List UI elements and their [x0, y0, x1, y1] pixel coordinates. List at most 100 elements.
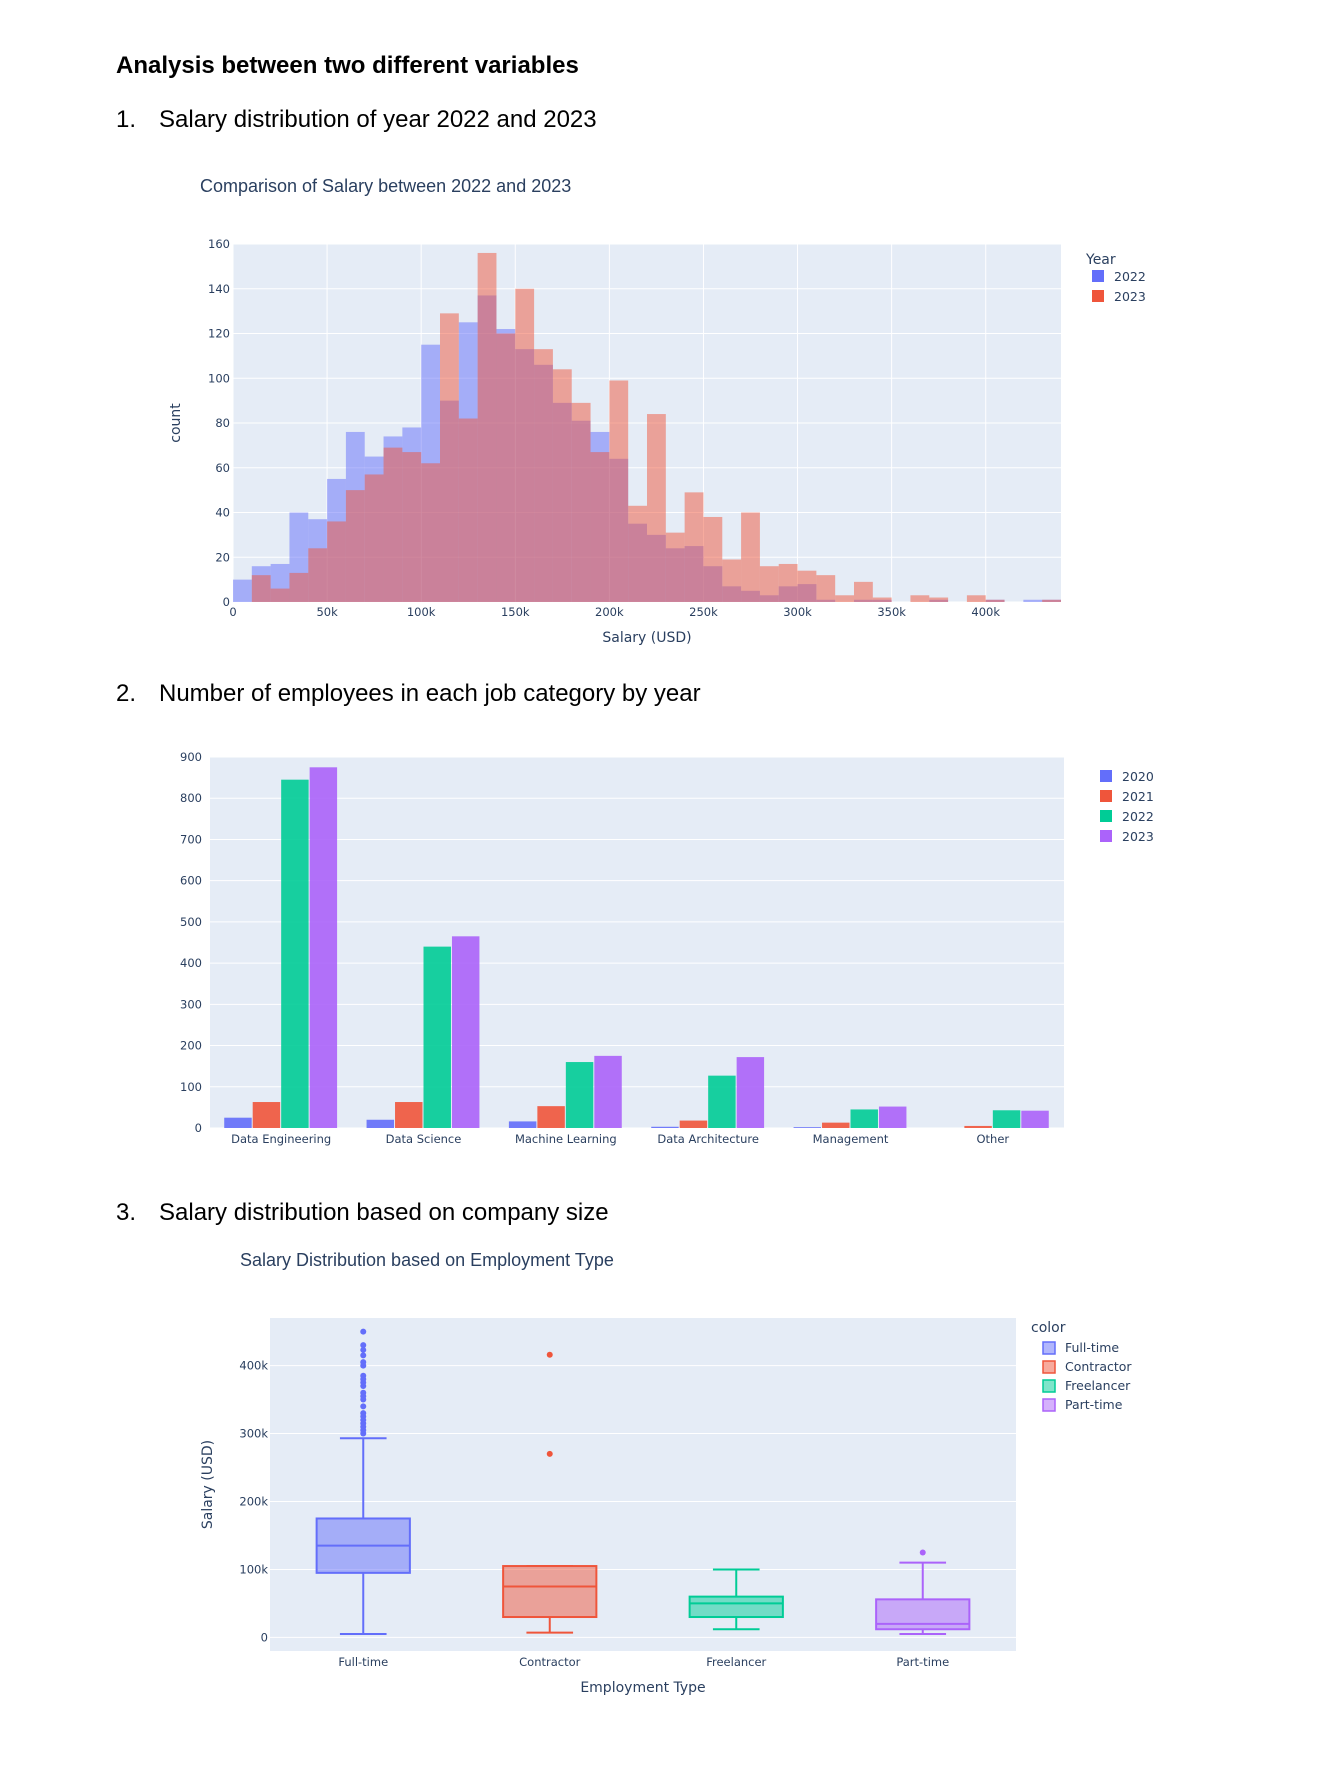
bar-chart-y-tick-label: 900	[180, 750, 202, 764]
bar-chart-gridlines	[210, 756, 1064, 1129]
box-plot-legend-label-Freelancer[interactable]: Freelancer	[1065, 1378, 1131, 1393]
histogram-legend-swatch-2022[interactable]	[1092, 270, 1104, 282]
histogram-bar-2023	[929, 597, 949, 602]
histogram-y-tick-label: 140	[208, 282, 230, 296]
box-outlier-point	[360, 1389, 367, 1396]
box-plot-legend-label-Full-time[interactable]: Full-time	[1065, 1340, 1119, 1355]
section-2-number: 2.	[116, 680, 137, 707]
histogram-x-ticks: 0 50k 100k 150k 200k 250k 300k 350k 400k	[229, 605, 1000, 619]
histogram-legend-label-2023[interactable]: 2023	[1114, 289, 1146, 304]
bar-2023	[451, 936, 480, 1128]
box-plot-legend-swatch-Freelancer[interactable]	[1042, 1379, 1056, 1393]
box-plot-y-tick-label: 400k	[239, 1359, 268, 1373]
bar-chart-x-tick-label: Data Architecture	[657, 1132, 759, 1146]
bar-chart-x-tick-label: Other	[977, 1132, 1010, 1146]
histogram-bar-2023	[251, 575, 271, 602]
histogram-bar-2023	[571, 402, 591, 602]
histogram-bar-2023	[1042, 599, 1061, 602]
histogram-bar-2023	[345, 490, 365, 602]
histogram-bar-2023	[966, 595, 986, 602]
bar-chart-y-tick-label: 700	[180, 832, 202, 846]
employment-box-plot-chart: Salary Distribution based on Employment …	[200, 1250, 1132, 1696]
bar-chart-legend-label-2022[interactable]: 2022	[1122, 809, 1154, 824]
histogram-y-tick-label: 100	[208, 371, 230, 385]
bar-chart-y-tick-label: 800	[180, 791, 202, 805]
bar-chart-legend-swatch-2020[interactable]	[1100, 770, 1112, 782]
box-plot-legend-swatch-Full-time[interactable]	[1042, 1341, 1056, 1355]
bar-chart-y-tick-label: 500	[180, 915, 202, 929]
box-outlier-point	[360, 1342, 367, 1349]
bar-chart-y-tick-label: 300	[180, 997, 202, 1011]
bar-chart-legend-swatch-2023[interactable]	[1100, 830, 1112, 842]
bar-2022	[992, 1110, 1021, 1128]
bar-chart-y-tick-label: 200	[180, 1039, 202, 1053]
bar-2020	[508, 1121, 537, 1128]
box-plot-x-ticks: Full-time Contractor Freelancer Part-time	[338, 1655, 949, 1669]
histogram-bar-2023	[628, 505, 647, 602]
box-plot-legend-swatch-Contractor[interactable]	[1042, 1360, 1056, 1374]
box-plot-y-ticks: 0 100k 200k 300k 400k	[239, 1359, 268, 1645]
box-plot-legend-label-Part-time[interactable]: Part-time	[1065, 1397, 1123, 1412]
histogram-bar-2023	[778, 563, 798, 602]
histogram-bar-2023	[835, 595, 854, 602]
job-category-bar-chart: 0 100 200 300 400 500 600 700 800 900 Data Engine…	[180, 750, 1154, 1146]
histogram-x-tick-label: 400k	[971, 605, 1000, 619]
bar-2021	[822, 1122, 850, 1128]
bar-chart-legend[interactable]: 2020 2021 2022 2023	[1100, 769, 1154, 844]
histogram-bar-2023	[816, 575, 836, 602]
histogram-bar-2023	[665, 532, 685, 602]
histogram-legend-title: Year	[1085, 252, 1116, 268]
bar-2021	[395, 1102, 423, 1128]
box-plot-legend-label-Contractor[interactable]: Contractor	[1065, 1359, 1132, 1374]
histogram-bar-2023	[308, 548, 328, 602]
box-plot-x-tick-label: Part-time	[896, 1655, 949, 1669]
box-plot-y-tick-label: 100k	[239, 1562, 268, 1576]
bar-chart-legend-label-2023[interactable]: 2023	[1122, 829, 1154, 844]
histogram-bar-2023	[647, 414, 666, 602]
box-Freelancer	[688, 1568, 784, 1631]
bar-chart-x-tick-label: Machine Learning	[515, 1132, 617, 1146]
bar-2023	[1021, 1110, 1049, 1128]
histogram-bar-2023	[496, 333, 516, 602]
histogram-bar-2023	[684, 492, 704, 602]
histogram-legend-label-2022[interactable]: 2022	[1114, 269, 1146, 284]
bar-chart-y-ticks: 0 100 200 300 400 500 600 700 800 900	[180, 750, 202, 1135]
box-plot-legend[interactable]: Full-time Contractor Freelancer Part-time	[1042, 1340, 1132, 1412]
box-outlier-point	[360, 1410, 367, 1417]
section-1-heading: 1. Salary distribution of year 2022 and 2…	[116, 106, 597, 134]
histogram-x-tick-label: 50k	[316, 605, 338, 619]
histogram-bar-2023	[741, 512, 760, 602]
bar-2021	[964, 1125, 992, 1128]
histogram-bar-2023	[797, 570, 817, 602]
bar-2021	[252, 1102, 281, 1128]
box-outlier-point	[360, 1346, 367, 1353]
box-plot-legend-swatch-Part-time[interactable]	[1042, 1398, 1056, 1412]
box-plot-y-tick-label: 300k	[239, 1427, 268, 1441]
histogram-legend[interactable]: 2022 2023	[1092, 269, 1146, 304]
bar-chart-legend-label-2020[interactable]: 2020	[1122, 769, 1154, 784]
histogram-y-tick-label: 40	[215, 506, 230, 520]
box-plot-plot-area	[270, 1318, 1016, 1651]
bar-chart-x-tick-label: Data Science	[386, 1132, 462, 1146]
histogram-bar-2023	[552, 369, 572, 602]
section-3-text: Salary distribution based on company siz…	[159, 1199, 609, 1226]
bar-2021	[679, 1120, 708, 1128]
histogram-bar-2023	[590, 452, 610, 602]
bar-chart-y-tick-label: 0	[195, 1121, 202, 1135]
bar-chart-legend-label-2021[interactable]: 2021	[1122, 789, 1154, 804]
bar-chart-legend-swatch-2022[interactable]	[1100, 810, 1112, 822]
histogram-legend-swatch-2023[interactable]	[1092, 290, 1104, 302]
box-Part-time	[875, 1549, 971, 1636]
bar-2023	[878, 1106, 907, 1128]
histogram-y-tick-label: 60	[215, 461, 230, 475]
histogram-bar-2022	[1023, 599, 1043, 602]
box-plot-x-tick-label: Contractor	[519, 1655, 581, 1669]
bar-chart-y-tick-label: 600	[180, 874, 202, 888]
histogram-x-tick-label: 100k	[407, 605, 436, 619]
histogram-bar-2023	[289, 572, 309, 602]
histogram-x-tick-label: 250k	[689, 605, 718, 619]
box-outlier-point	[360, 1403, 367, 1410]
box-outlier-point	[546, 1450, 553, 1457]
bar-chart-legend-swatch-2021[interactable]	[1100, 790, 1112, 802]
section-2-heading: 2. Number of employees in each job catego…	[116, 680, 701, 708]
